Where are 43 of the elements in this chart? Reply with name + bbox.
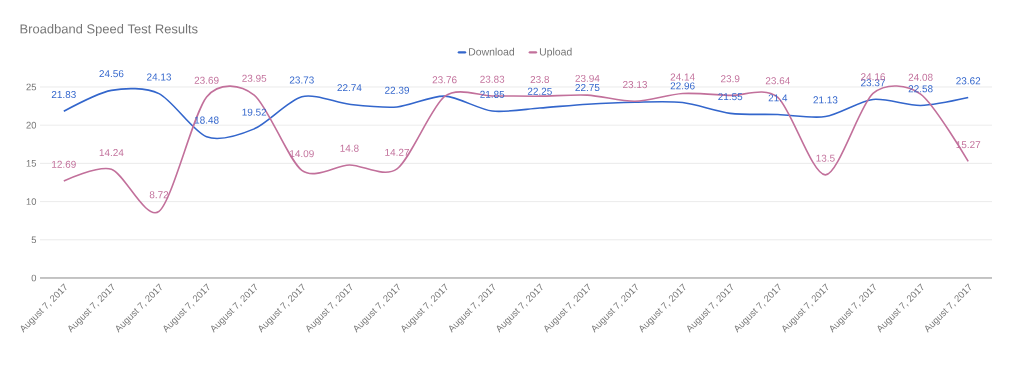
data-label: 24.16 (861, 73, 886, 81)
data-label: 19.52 (242, 108, 267, 116)
data-label: 22.74 (337, 84, 362, 92)
y-tick-label: 10 (26, 198, 37, 205)
data-label: 14.09 (290, 150, 314, 158)
data-label: 23.83 (480, 75, 505, 83)
y-tick-label: 20 (26, 121, 37, 129)
data-label: 21.13 (813, 96, 838, 104)
data-label: 23.13 (623, 81, 648, 89)
data-label: 13.5 (816, 154, 835, 162)
data-label: 22.25 (527, 87, 552, 95)
data-label: 21.85 (480, 90, 505, 98)
data-label: 8.72 (149, 191, 169, 199)
data-label: 24.08 (908, 73, 933, 81)
data-label: 14.24 (99, 149, 124, 157)
data-label: 23.37 (861, 79, 885, 87)
data-label: 21.83 (51, 91, 76, 99)
data-label: 23.9 (721, 75, 740, 83)
data-label: 18.48 (194, 116, 219, 124)
y-tick-label: 25 (26, 83, 37, 91)
data-label: 14.27 (385, 148, 409, 156)
legend-label: Upload (539, 47, 572, 58)
legend-label: Download (469, 47, 515, 56)
data-label: 24.56 (99, 70, 124, 78)
data-label: 23.73 (289, 76, 314, 84)
data-label: 14.8 (340, 144, 359, 152)
data-label: 22.96 (670, 82, 695, 90)
data-label: 23.94 (575, 74, 600, 82)
y-tick-label: 5 (31, 236, 37, 244)
data-label: 22.75 (575, 83, 600, 92)
chart-title: Broadband Speed Test Results (20, 23, 198, 37)
data-label: 12.69 (52, 160, 76, 168)
data-label: 23.76 (432, 76, 457, 84)
data-label: 23.8 (530, 75, 550, 84)
data-label: 22.39 (385, 86, 409, 94)
data-label: 23.69 (194, 76, 219, 84)
data-label: 24.14 (670, 73, 695, 81)
data-label: 23.95 (242, 74, 267, 82)
data-label: 23.64 (765, 77, 790, 85)
data-label: 23.62 (956, 77, 981, 85)
y-tick-label: 15 (26, 160, 37, 167)
y-tick-label: 0 (31, 274, 37, 282)
data-label: 24.13 (147, 73, 172, 81)
